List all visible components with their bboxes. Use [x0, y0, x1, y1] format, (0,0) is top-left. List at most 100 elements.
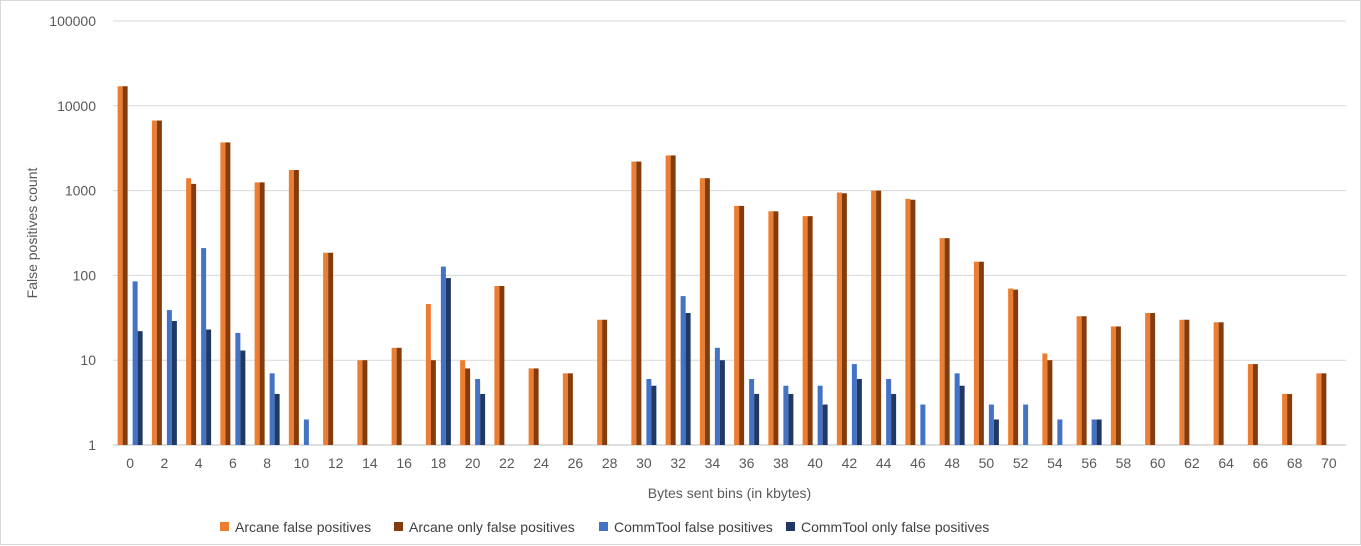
bar-commtool-only-false-positives-48	[959, 385, 965, 445]
bar-arcane-only-false-positives-34	[704, 178, 710, 445]
bar-commtool-false-positives-20	[475, 379, 481, 445]
bar-arcane-only-false-positives-16	[396, 347, 402, 445]
x-tick-label: 60	[1150, 455, 1166, 471]
legend-label: Arcane only false positives	[409, 519, 575, 535]
gridlines	[113, 20, 1346, 446]
bar-arcane-only-false-positives-64	[1218, 322, 1224, 445]
bar-commtool-false-positives-42	[851, 364, 857, 445]
y-tick-label: 100000	[49, 13, 96, 29]
x-tick-label: 12	[328, 455, 344, 471]
y-axis: 1 10 100 1000 10000 100000	[49, 13, 96, 453]
bar-commtool-only-false-positives-32	[685, 313, 691, 445]
bar-arcane-only-false-positives-0	[122, 86, 128, 445]
bar-arcane-only-false-positives-28	[602, 319, 608, 445]
bar-arcane-false-positives-52	[1008, 288, 1014, 445]
bar-commtool-only-false-positives-20	[480, 393, 486, 445]
x-tick-label: 26	[568, 455, 584, 471]
bar-commtool-false-positives-30	[646, 379, 652, 445]
bar-arcane-false-positives-38	[768, 211, 774, 445]
bar-commtool-false-positives-38	[783, 385, 789, 445]
bar-arcane-only-false-positives-14	[362, 360, 368, 445]
x-tick-label: 48	[944, 455, 960, 471]
legend-item-arcane-only-false-positives: Arcane only false positives	[394, 519, 575, 535]
x-axis: 0 2 4 6 8 10 12 14 16 18 20 22 24 26 28 30 32 34 36 38 40 42 4…	[126, 455, 1337, 471]
bars	[117, 86, 1327, 446]
x-tick-label: 70	[1321, 455, 1337, 471]
legend-swatch	[394, 522, 403, 531]
x-tick-label: 10	[294, 455, 310, 471]
bar-arcane-false-positives-40	[802, 216, 808, 445]
x-tick-label: 68	[1287, 455, 1303, 471]
bar-arcane-only-false-positives-66	[1252, 364, 1258, 445]
bar-commtool-false-positives-48	[954, 373, 960, 445]
bar-arcane-false-positives-0	[117, 86, 123, 445]
bar-arcane-only-false-positives-46	[910, 199, 916, 445]
y-tick-label: 1	[88, 437, 96, 453]
bar-arcane-only-false-positives-24	[533, 368, 539, 445]
bar-arcane-false-positives-34	[699, 178, 705, 445]
bar-arcane-false-positives-8	[254, 182, 260, 446]
x-tick-label: 46	[910, 455, 926, 471]
bar-commtool-false-positives-4	[201, 248, 207, 445]
x-tick-label: 62	[1184, 455, 1200, 471]
bar-commtool-only-false-positives-36	[754, 393, 760, 445]
bar-arcane-only-false-positives-52	[1013, 289, 1019, 445]
x-tick-label: 50	[979, 455, 995, 471]
x-tick-label: 52	[1013, 455, 1029, 471]
bar-arcane-false-positives-68	[1282, 393, 1288, 445]
bar-commtool-only-false-positives-0	[137, 331, 143, 445]
bar-commtool-only-false-positives-30	[651, 385, 657, 445]
x-tick-label: 2	[160, 455, 168, 471]
x-tick-label: 34	[705, 455, 721, 471]
bar-commtool-only-false-positives-42	[856, 379, 862, 445]
x-tick-label: 30	[636, 455, 652, 471]
bar-arcane-false-positives-14	[357, 360, 363, 445]
legend-swatch	[599, 522, 608, 531]
x-tick-label: 6	[229, 455, 237, 471]
bar-commtool-false-positives-46	[920, 404, 926, 445]
bar-arcane-false-positives-58	[1110, 326, 1116, 445]
legend: Arcane false positives Arcane only false …	[220, 519, 989, 535]
bar-commtool-only-false-positives-38	[788, 393, 794, 445]
y-tick-label: 1000	[65, 183, 96, 199]
bar-commtool-false-positives-18	[440, 266, 446, 445]
bar-arcane-false-positives-66	[1247, 364, 1253, 445]
bar-arcane-false-positives-46	[905, 198, 911, 445]
bar-arcane-only-false-positives-8	[259, 182, 265, 446]
bar-arcane-false-positives-36	[734, 205, 740, 445]
bar-arcane-only-false-positives-62	[1184, 319, 1190, 445]
bar-commtool-false-positives-54	[1057, 419, 1063, 445]
bar-arcane-false-positives-70	[1316, 373, 1322, 445]
bar-arcane-false-positives-62	[1179, 319, 1185, 445]
bar-commtool-only-false-positives-50	[993, 419, 999, 445]
bar-commtool-false-positives-52	[1023, 404, 1029, 445]
bar-arcane-only-false-positives-50	[978, 261, 984, 445]
bar-arcane-false-positives-60	[1145, 313, 1151, 445]
bar-arcane-only-false-positives-18	[430, 360, 436, 445]
bar-arcane-false-positives-26	[562, 373, 568, 445]
x-tick-label: 40	[807, 455, 823, 471]
bar-arcane-only-false-positives-2	[156, 120, 162, 445]
x-tick-label: 24	[533, 455, 549, 471]
bar-arcane-only-false-positives-70	[1321, 373, 1327, 445]
bar-commtool-only-false-positives-8	[274, 393, 280, 445]
bar-commtool-only-false-positives-6	[240, 350, 246, 445]
bar-commtool-false-positives-50	[988, 404, 994, 445]
x-tick-label: 36	[739, 455, 755, 471]
x-tick-label: 64	[1218, 455, 1234, 471]
legend-swatch	[220, 522, 229, 531]
bar-arcane-only-false-positives-12	[328, 252, 334, 445]
x-tick-label: 32	[670, 455, 686, 471]
bar-commtool-false-positives-0	[132, 281, 138, 445]
bar-commtool-false-positives-56	[1091, 419, 1097, 445]
x-axis-title: Bytes sent bins (in kbytes)	[648, 485, 811, 501]
bar-commtool-false-positives-10	[303, 419, 309, 445]
bar-arcane-only-false-positives-42	[841, 193, 847, 445]
bar-commtool-only-false-positives-34	[719, 360, 725, 445]
bar-arcane-only-false-positives-48	[944, 238, 950, 445]
bar-arcane-only-false-positives-56	[1081, 316, 1087, 445]
x-tick-label: 56	[1081, 455, 1097, 471]
x-tick-label: 16	[396, 455, 412, 471]
bar-commtool-only-false-positives-56	[1096, 419, 1102, 445]
